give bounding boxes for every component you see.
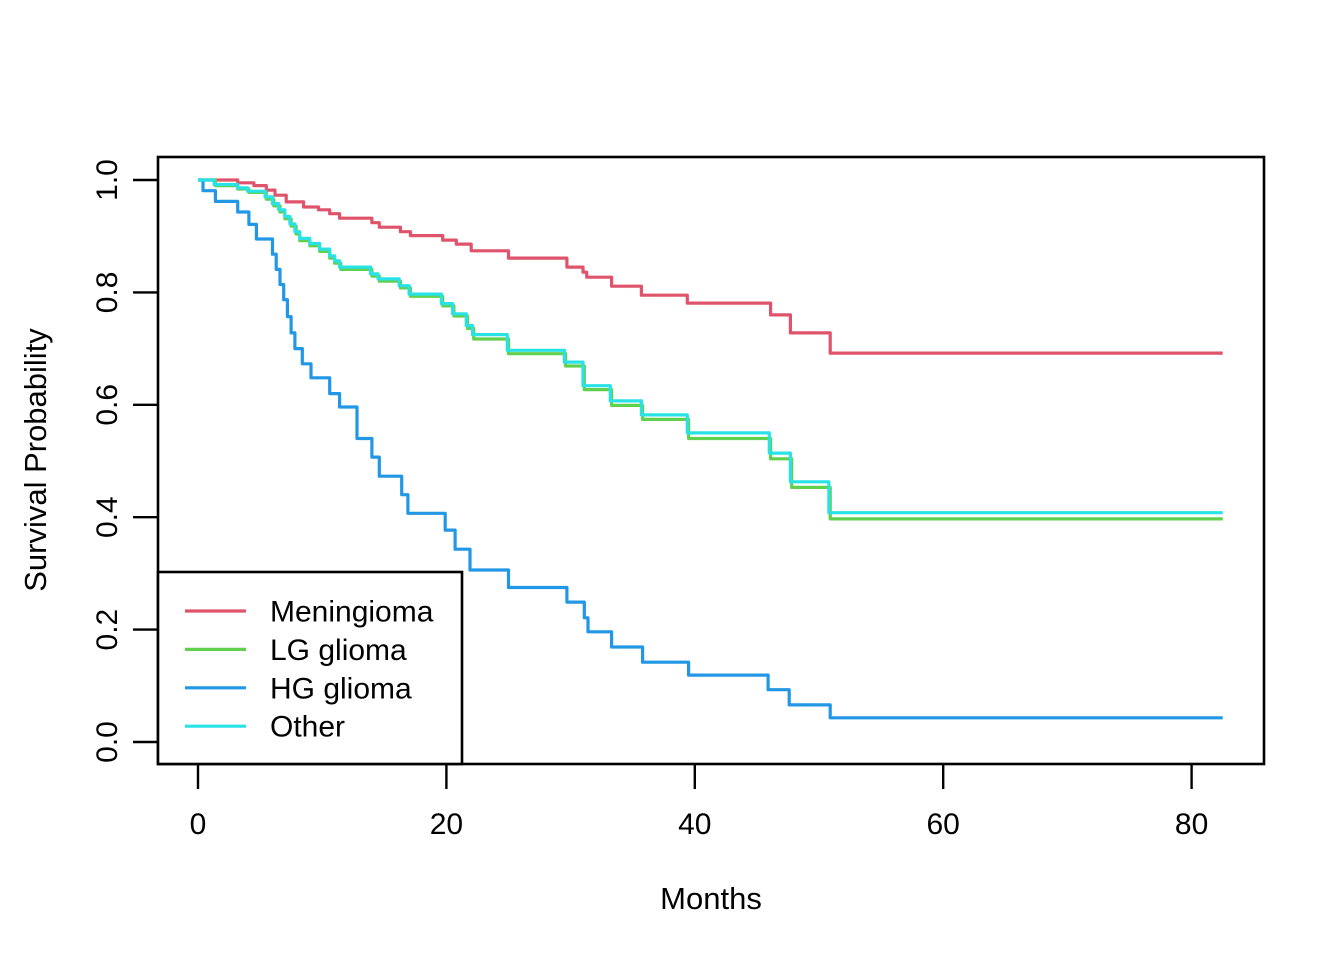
y-tick-label: 0.8 [91,272,124,314]
plot-border [156,155,1266,766]
legend-label-hg-glioma: HG glioma [270,672,412,705]
legend-label-other: Other [270,711,345,744]
x-tick-label: 20 [430,808,463,841]
legend-label-lg-glioma: LG glioma [270,634,407,667]
y-tick-label: 0.0 [91,721,124,763]
x-tick-label: 40 [678,808,711,841]
series-path-other [198,178,1223,515]
y-axis: 0.0 0.2 0.4 0.6 0.8 1.0 [91,159,158,763]
x-tick-label: 80 [1175,808,1208,841]
legend-label-meningioma: Meningioma [270,596,434,629]
y-tick-label: 0.6 [91,384,124,426]
series-path-lg-glioma [198,178,1223,521]
legend-box [156,570,464,766]
x-tick-label: 0 [190,808,207,841]
x-tick-label: 60 [927,808,960,841]
survival-curves [198,178,1223,720]
series-path-meningioma [198,178,1223,355]
series-path-hg-glioma [198,178,1223,720]
y-axis-title: Survival Probability [18,328,53,592]
x-axis: 0 20 40 60 80 [190,764,1208,841]
x-axis-title: Months [660,881,762,916]
y-tick-label: 0.2 [91,609,124,651]
y-tick-label: 1.0 [91,159,124,201]
legend: Meningioma LG glioma HG glioma Other [156,570,464,766]
y-tick-label: 0.4 [91,496,124,538]
